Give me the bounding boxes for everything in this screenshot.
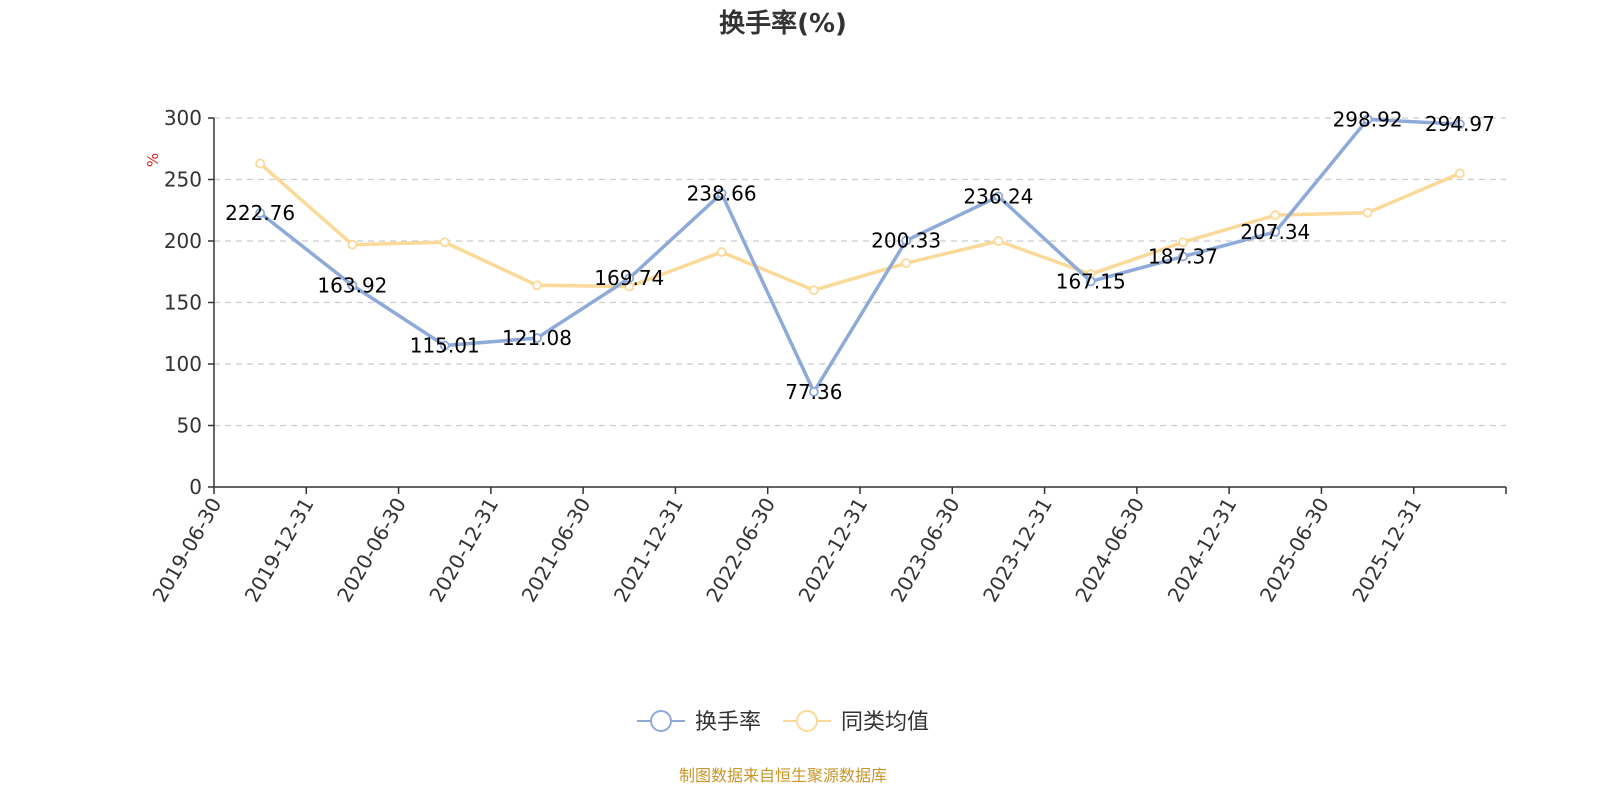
series-0-point <box>1178 251 1188 262</box>
chart-title: 换手率(%) <box>719 8 847 39</box>
data-label: 294.97 <box>1425 112 1495 136</box>
series-0-point <box>1085 276 1096 287</box>
series-0-point <box>1454 119 1465 130</box>
data-label: 77.36 <box>785 380 842 404</box>
data-label: 187.37 <box>1148 245 1218 269</box>
x-tick-label: 2019-06-30 <box>147 494 226 607</box>
data-source-note: 制图数据来自恒生聚源数据库 <box>679 766 887 785</box>
x-tick-label: 2024-06-30 <box>1070 494 1149 607</box>
x-tick-label: 2020-12-31 <box>424 494 503 607</box>
data-label: 238.66 <box>687 181 757 205</box>
series-0-point <box>255 208 266 218</box>
x-tick-label: 2023-12-31 <box>978 494 1057 607</box>
series-1-point <box>993 236 1004 246</box>
legend: 换手率 同类均值 <box>637 710 929 735</box>
data-label: 207.34 <box>1240 220 1310 244</box>
series-1-point <box>1362 207 1373 218</box>
legend-circle-icon <box>796 710 818 732</box>
series-0-point <box>1270 227 1281 237</box>
y-tick-label: 200 <box>164 229 202 253</box>
legend-item-label: 换手率 <box>695 710 761 735</box>
series-layer <box>255 114 1465 397</box>
data-label: 163.92 <box>317 273 387 297</box>
series-1-point <box>439 237 450 248</box>
x-tick-label: 2025-12-31 <box>1347 494 1426 607</box>
series-0-point <box>347 280 358 291</box>
y-tick-label: 300 <box>164 106 202 130</box>
series-1-point <box>1178 237 1188 248</box>
data-label: 222.76 <box>225 201 295 225</box>
data-label: 200.33 <box>871 229 941 253</box>
series-0-point <box>532 333 542 343</box>
data-label: 236.24 <box>963 184 1033 208</box>
series-0-point <box>1362 114 1373 125</box>
series-1-point <box>532 280 542 291</box>
y-axis-unit-label: % <box>144 153 162 167</box>
legend-circle-icon <box>650 710 672 732</box>
series-1-point <box>1270 210 1281 221</box>
grid-lines <box>214 117 1506 427</box>
series-1-point <box>347 239 358 250</box>
x-tick-label: 2022-12-31 <box>793 494 872 607</box>
series-0-point <box>439 340 450 351</box>
series-0-point <box>716 188 727 199</box>
x-tick-label: 2023-06-30 <box>886 494 965 607</box>
legend-item-label: 同类均值 <box>841 710 929 735</box>
x-tick-label: 2019-12-31 <box>240 494 319 607</box>
series-0-point <box>901 235 912 246</box>
data-label: 169.74 <box>594 266 664 290</box>
series-0-point <box>993 191 1004 202</box>
x-tick-label: 2021-12-31 <box>609 494 688 607</box>
x-tick-label: 2024-12-31 <box>1163 494 1242 607</box>
y-tick-label: 150 <box>164 291 202 315</box>
y-tick-label: 50 <box>177 414 202 438</box>
series-1-point <box>808 285 819 296</box>
series-0-point <box>624 273 635 284</box>
y-tick-label: 250 <box>164 168 202 192</box>
y-tick-label: 100 <box>164 352 202 376</box>
series-1-point <box>1454 168 1465 179</box>
series-0-point <box>808 386 819 397</box>
x-tick-label: 2020-06-30 <box>332 494 411 607</box>
data-label: 298.92 <box>1333 107 1403 131</box>
x-tick-label: 2022-06-30 <box>701 494 780 607</box>
data-label: 115.01 <box>410 334 480 358</box>
data-label: 121.08 <box>502 326 572 350</box>
data-label: 167.15 <box>1056 269 1126 293</box>
y-tick-label: 0 <box>189 475 202 499</box>
series-1-point <box>255 158 266 169</box>
x-tick-label: 2025-06-30 <box>1255 494 1334 607</box>
series-line-0 <box>258 117 1462 394</box>
x-tick-label: 2021-06-30 <box>517 494 596 607</box>
series-line-1 <box>258 161 1462 292</box>
series-1-point <box>901 258 912 269</box>
series-1-point <box>716 247 727 257</box>
data-labels: 222.76 163.92 115.01 121.08 169.74 238.66 77.3… <box>225 107 1495 404</box>
